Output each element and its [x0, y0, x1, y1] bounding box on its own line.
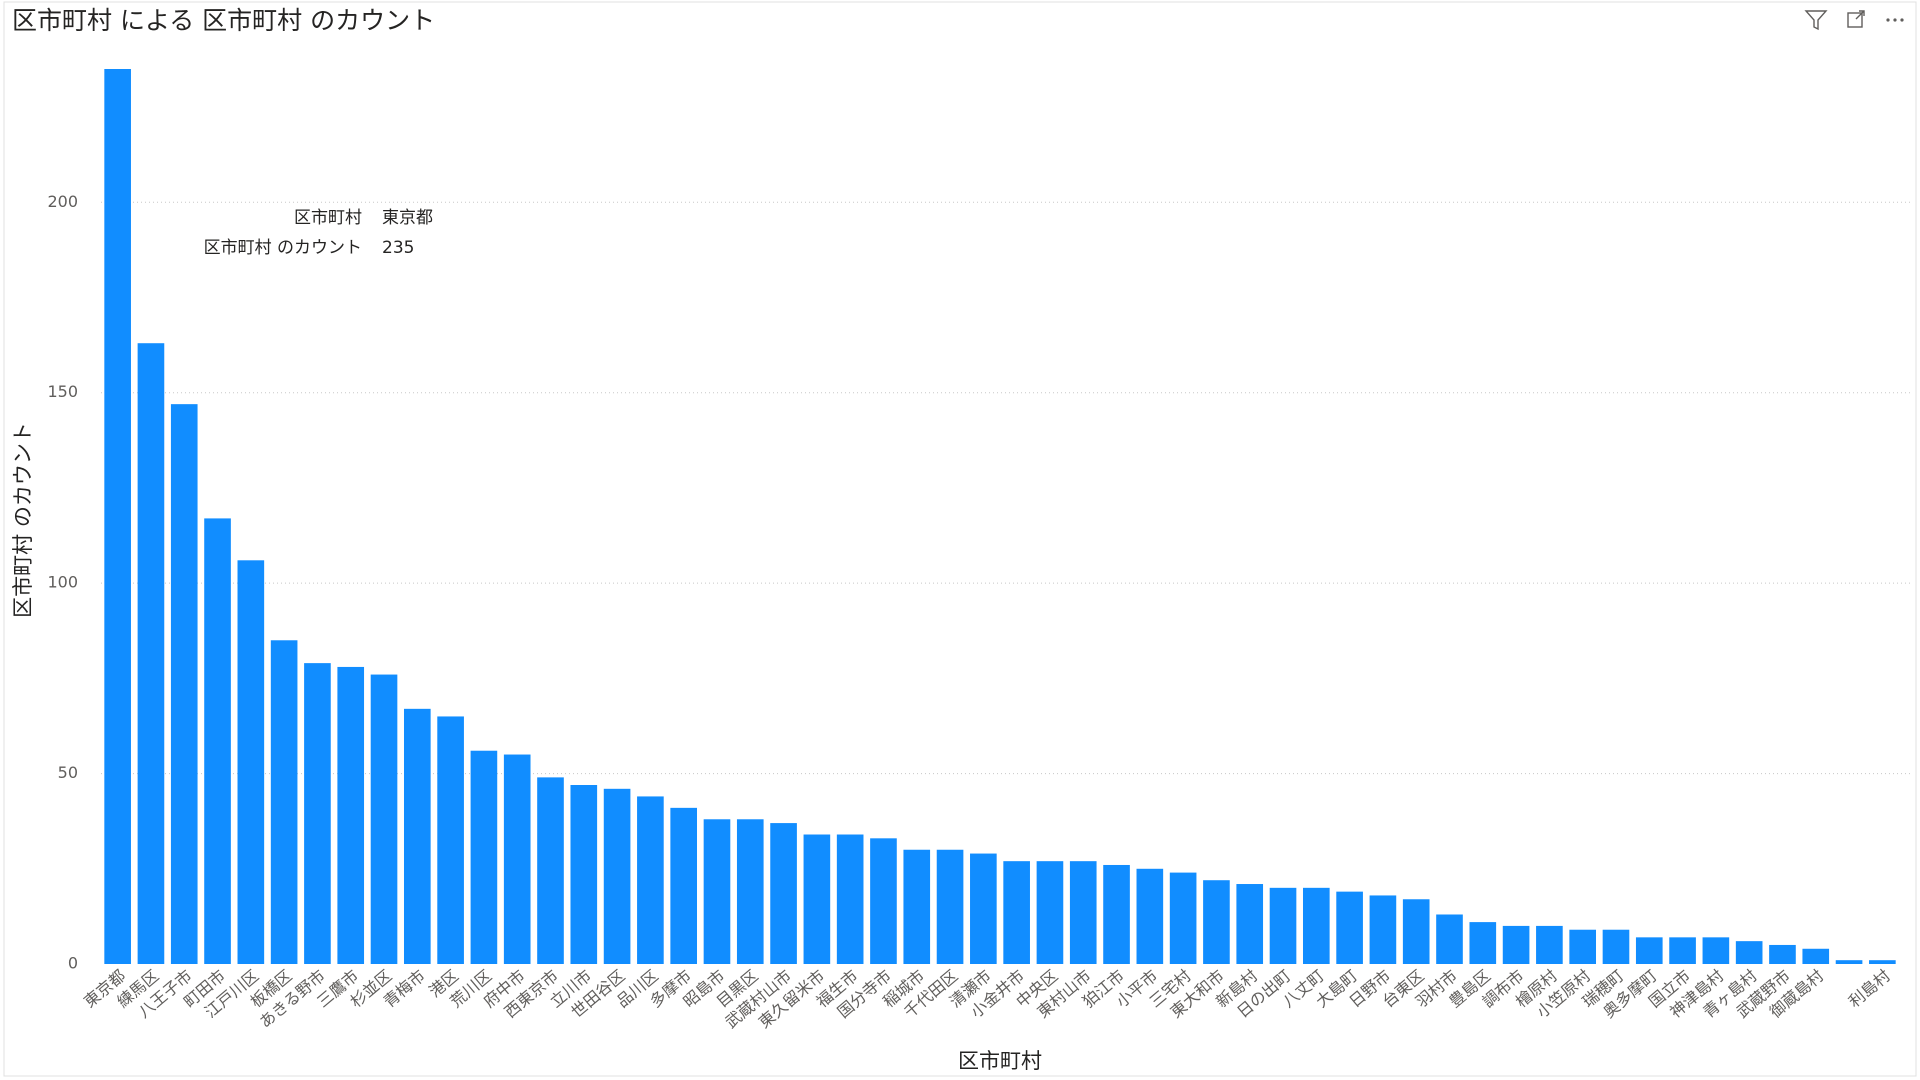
bar — [970, 853, 997, 964]
focus-arrow — [1855, 10, 1865, 20]
chart-title: 区市町村 による 区市町村 のカウント — [12, 6, 435, 35]
bar — [403, 708, 431, 964]
bar — [1802, 948, 1830, 964]
bar — [1169, 872, 1197, 964]
bar — [1569, 929, 1597, 964]
bar — [170, 404, 198, 964]
visual-header-icons — [1804, 10, 1904, 31]
bar — [1136, 868, 1164, 964]
bar — [1502, 925, 1530, 964]
bar — [1336, 891, 1363, 964]
bar — [337, 666, 365, 964]
y-tick-label: 50 — [58, 763, 78, 782]
bar — [304, 663, 331, 964]
bar — [1103, 864, 1130, 964]
bar — [1069, 861, 1097, 964]
bar — [1236, 884, 1264, 964]
bar — [437, 716, 464, 964]
tooltip-value: 235 — [382, 238, 414, 258]
bar — [1536, 925, 1563, 964]
bar — [1835, 960, 1863, 964]
bar — [836, 834, 864, 964]
bar — [104, 69, 131, 964]
bar — [703, 819, 731, 964]
bar — [1735, 941, 1763, 964]
bar — [1469, 922, 1497, 964]
bar — [1669, 937, 1696, 964]
bar — [1402, 899, 1430, 964]
tooltip-value: 東京都 — [382, 208, 433, 228]
bar — [903, 849, 931, 964]
bar — [1036, 861, 1064, 964]
bar — [204, 518, 231, 964]
y-tick-label: 200 — [47, 192, 78, 211]
filter-icon[interactable] — [1804, 10, 1828, 31]
bar — [736, 819, 764, 964]
bar — [570, 785, 598, 964]
bar — [936, 849, 964, 964]
bar — [803, 834, 831, 964]
y-axis-title: 区市町村 のカウント — [11, 422, 35, 618]
bar — [1003, 861, 1030, 964]
bar — [603, 788, 631, 964]
bar — [237, 560, 265, 964]
tooltip-label: 区市町村 — [294, 208, 362, 228]
bar — [1602, 929, 1630, 964]
bar — [1869, 960, 1896, 964]
bar — [503, 754, 531, 964]
x-axis-title: 区市町村 — [958, 1049, 1042, 1073]
bar — [1369, 895, 1397, 964]
bar — [770, 823, 797, 964]
bar — [270, 640, 298, 964]
bar — [370, 674, 398, 964]
bar — [1635, 937, 1663, 964]
focus-icon[interactable] — [1847, 12, 1863, 28]
tooltip-label: 区市町村 のカウント — [204, 238, 362, 258]
bar — [1436, 914, 1463, 964]
bar — [870, 838, 897, 964]
bar — [1269, 887, 1297, 964]
bar — [137, 343, 165, 964]
bar — [470, 750, 498, 964]
more-options-icon[interactable] — [1886, 18, 1904, 22]
y-tick-label: 150 — [47, 382, 78, 401]
bar — [1302, 887, 1330, 964]
bar — [1769, 944, 1796, 964]
bar — [537, 777, 564, 964]
bar — [637, 796, 664, 964]
bar — [1203, 880, 1230, 964]
bar — [1702, 937, 1730, 964]
y-tick-label: 0 — [68, 954, 78, 973]
y-tick-label: 100 — [47, 573, 78, 592]
bar — [670, 807, 698, 964]
